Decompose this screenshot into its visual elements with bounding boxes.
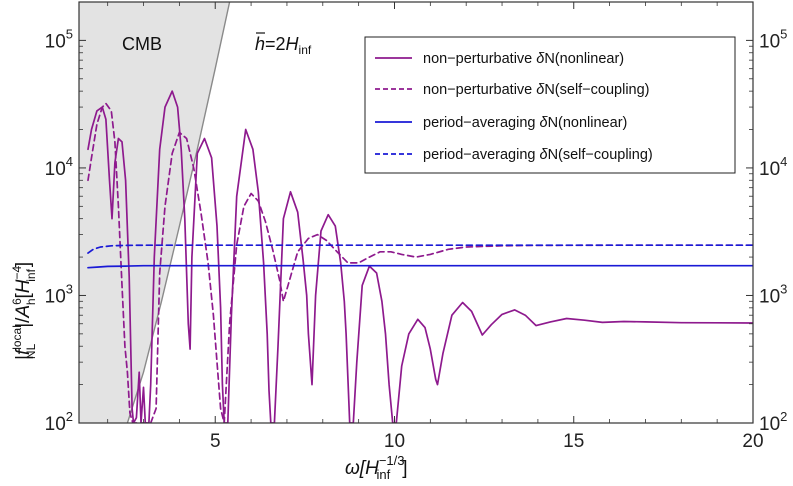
y-tick-label-left-0: 102 (45, 409, 73, 435)
x-tick-label-2: 15 (563, 431, 584, 452)
legend-label-1: non−perturbative δN(self−coupling) (423, 82, 650, 98)
x-axis-label: ω[H−1/3 inf] (345, 453, 408, 482)
legend-label-3: period−averaging δN(self−coupling) (423, 147, 653, 163)
legend-box (364, 36, 736, 174)
hbar-equals: =2 (265, 34, 286, 54)
cmb-region (79, 2, 230, 423)
hbar-h: H (286, 34, 300, 54)
series-line-1 (87, 102, 753, 423)
cmb-boundary-line (126, 2, 231, 423)
plot-frame (78, 1, 754, 424)
x-tick-label-1: 10 (384, 431, 405, 452)
y-tick-label-right-0: 102 (759, 409, 787, 435)
x-tick-label-3: 20 (742, 431, 763, 452)
hbar-symbol: h (255, 34, 265, 54)
hbar-annotation: h=2Hinf (255, 32, 312, 57)
y-axis-label: |flocalNL|/A6h[H−4inf] (10, 262, 38, 360)
legend: non−perturbative δN(nonlinear) non−pertu… (364, 36, 736, 174)
legend-label-2: period−averaging δN(nonlinear) (423, 115, 627, 131)
y-tick-label-right-1: 103 (759, 281, 787, 307)
y-tick-label-left-1: 103 (45, 281, 73, 307)
hbar-sub: inf (299, 43, 312, 57)
series-line-3 (87, 244, 753, 254)
y-tick-label-left-3: 105 (45, 26, 73, 52)
cmb-region-group (79, 2, 231, 423)
x-tick-label-0: 5 (210, 431, 221, 452)
series-group (87, 90, 753, 423)
y-tick-label-right-2: 104 (759, 154, 787, 180)
svg-text:h=2Hinf: h=2Hinf (255, 34, 312, 57)
series-line-2 (87, 264, 753, 269)
series-line-0 (87, 90, 753, 423)
legend-label-0: non−perturbative δN(nonlinear) (423, 51, 624, 67)
cmb-region-label: CMB (122, 34, 162, 54)
y-tick-label-right-3: 105 (759, 26, 787, 52)
y-tick-label-left-2: 104 (45, 154, 73, 180)
